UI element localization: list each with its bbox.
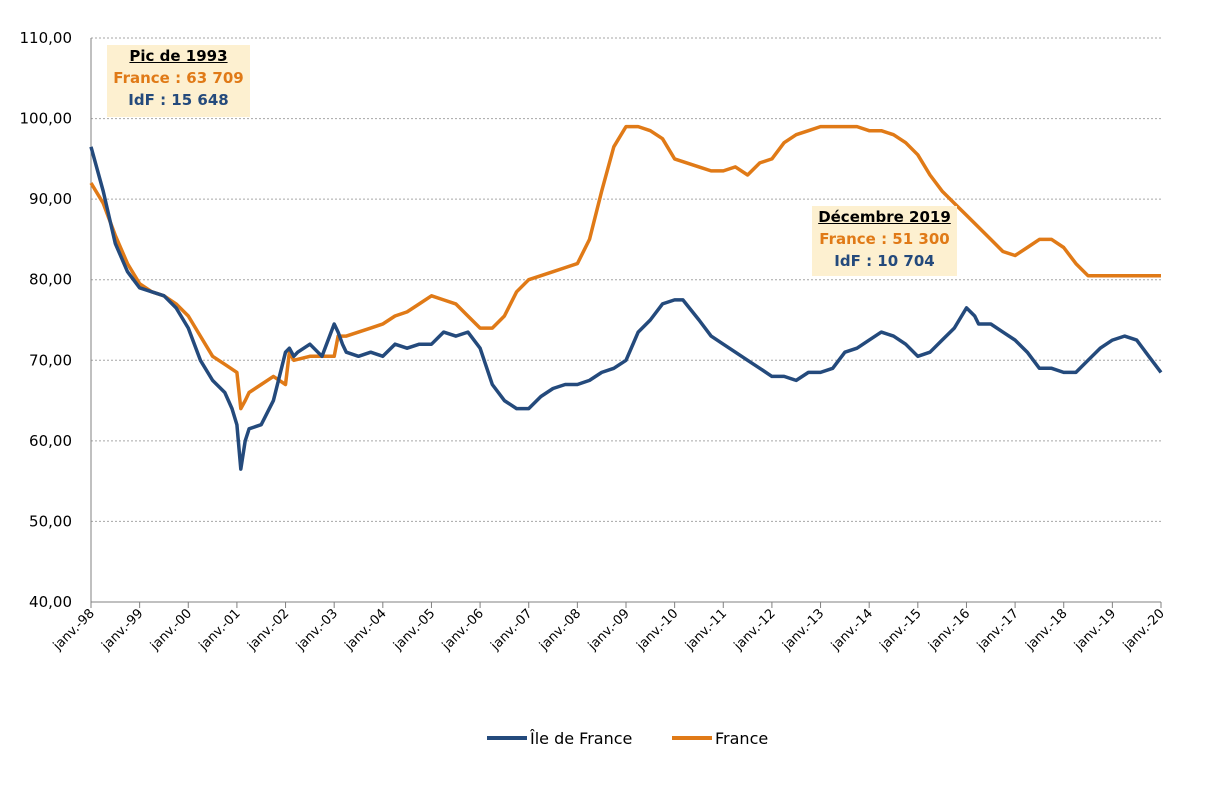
annotation-peak-1993: Pic de 1993 France : 63 709 IdF : 15 648 [107,45,250,117]
annotation-title: Pic de 1993 [129,47,228,65]
y-tick-label: 110,00 [20,29,73,47]
x-tick-label: janv.-09 [585,606,633,654]
x-tick-label: janv.-18 [1023,606,1071,654]
legend-item-france: France [672,729,768,748]
x-tick-label: janv.-10 [633,606,681,654]
x-tick-label: janv.-07 [488,606,536,654]
y-tick-label: 60,00 [29,432,72,450]
series-lines [89,124,1163,471]
gridlines [91,37,1161,522]
y-tick-label: 80,00 [29,271,72,289]
annotation-france-value: France : 51 300 [819,230,950,248]
x-tick-label: janv.-99 [98,606,146,654]
x-tick-label: janv.-08 [536,606,584,654]
y-tick-label: 90,00 [29,190,72,208]
x-tick-label: janv.-13 [779,606,827,654]
x-tick-label: janv.-12 [731,606,779,654]
x-tick-label: janv.-20 [1120,606,1168,654]
y-tick-label: 40,00 [29,593,72,611]
y-tick-label: 50,00 [29,512,72,530]
x-tick-label: janv.-00 [147,606,195,654]
legend-label: France [715,729,768,748]
annotation-title: Décembre 2019 [818,208,951,226]
x-tick-label: janv.-02 [244,606,292,654]
series-line-france [89,124,1161,411]
x-tick-label: janv.-15 [877,606,925,654]
x-tick-label: janv.-03 [293,606,341,654]
x-tick-label: janv.-16 [925,606,973,654]
annotation-france-value: France : 63 709 [113,69,244,87]
x-tick-label: janv.-11 [682,606,730,654]
annotation-idf-value: IdF : 10 704 [834,252,935,270]
y-tick-label: 70,00 [29,351,72,369]
annotation-december-2019: Décembre 2019 France : 51 300 IdF : 10 7… [812,206,957,276]
x-tick-label: janv.-19 [1071,606,1119,654]
x-tick-label: janv.-01 [196,606,244,654]
x-tick-label: janv.-14 [828,606,876,654]
legend-label: Île de France [529,729,632,748]
series-line-ile-de-france [89,146,1163,471]
legend: Île de France France [487,729,768,748]
y-tick-label: 100,00 [20,110,73,128]
legend-item-ile-de-france: Île de France [487,729,632,748]
x-tick-label: janv.-05 [390,606,438,654]
x-tick-label: janv.-04 [342,606,390,654]
y-axis-tick-labels: 40,00 50,00 60,00 70,00 80,00 90,00 100,00 110,… [20,29,73,611]
annotation-idf-value: IdF : 15 648 [128,91,229,109]
x-tick-label: janv.-98 [50,606,98,654]
x-tick-label: janv.-17 [974,606,1022,654]
x-axis-tick-labels: janv.-98 janv.-99 janv.-00 janv.-01 janv.-02… [50,602,1168,654]
x-tick-label: janv.-06 [439,606,487,654]
